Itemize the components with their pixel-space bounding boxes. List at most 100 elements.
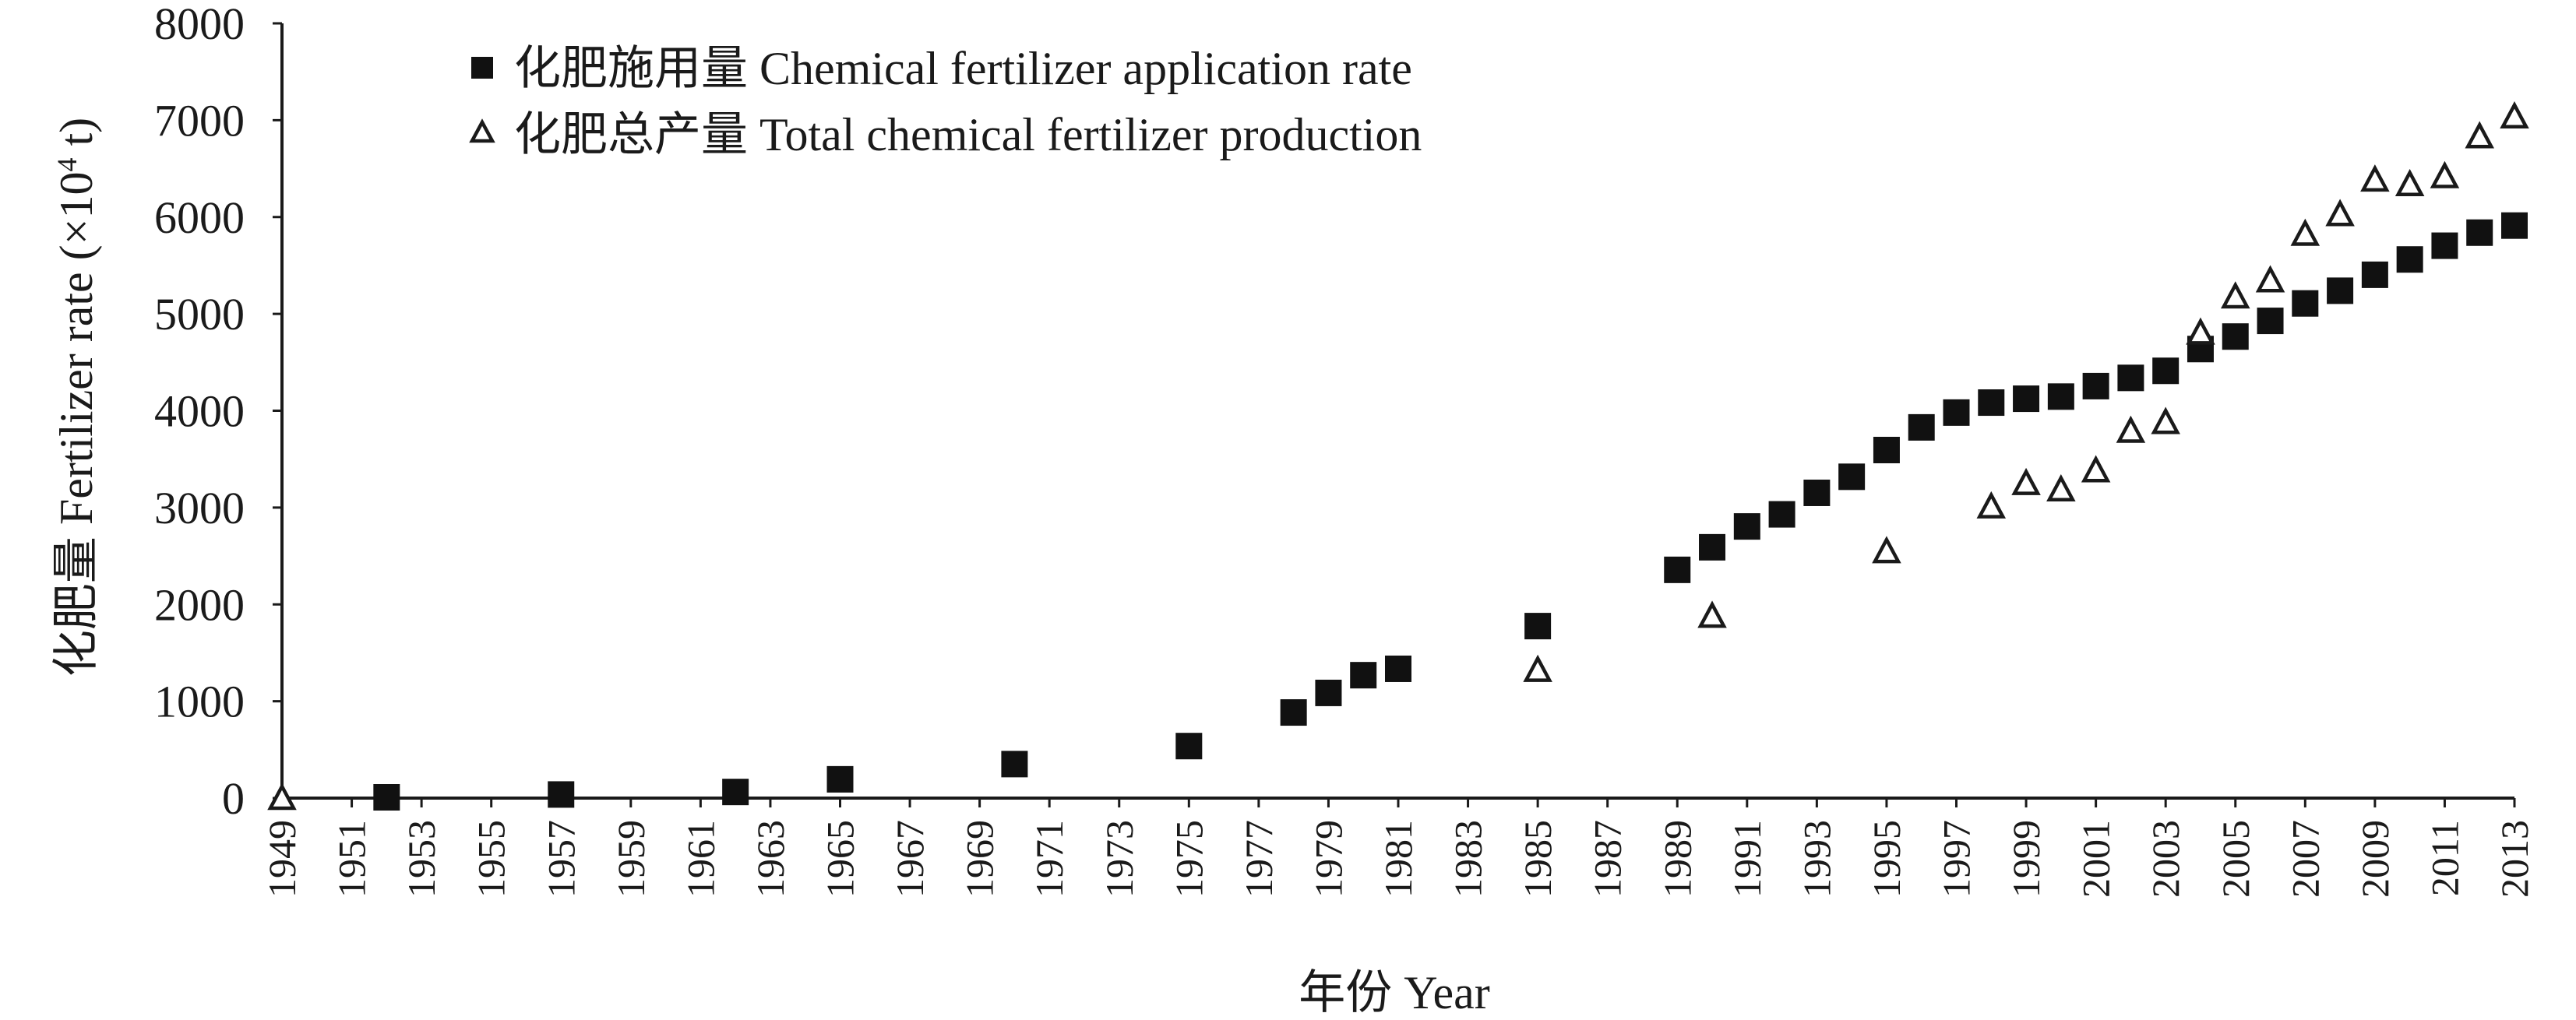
data-point-total-production (2116, 415, 2146, 443)
data-point-application-rate (1699, 533, 1726, 561)
x-tick-label: 2013 (2493, 820, 2536, 898)
data-point-total-production (2360, 164, 2390, 192)
data-point-application-rate (2466, 219, 2493, 246)
data-point-application-rate (2082, 372, 2109, 399)
x-tick-label: 1969 (958, 820, 1002, 898)
series-application-rate (373, 212, 2528, 811)
legend-marker-total-production (469, 118, 495, 143)
data-point-application-rate (1315, 679, 1342, 706)
legend-label-application-rate: 化肥施用量 Chemical fertilizer application ra… (514, 43, 1412, 94)
y-tick-label: 5000 (154, 289, 245, 339)
data-point-total-production (2151, 406, 2180, 434)
y-tick-label: 6000 (154, 192, 245, 243)
data-point-application-rate (2361, 261, 2388, 288)
data-point-total-production (1872, 536, 1901, 564)
x-tick-label: 1963 (749, 820, 792, 898)
x-tick-label: 1977 (1237, 820, 1281, 898)
y-tick-label: 8000 (154, 0, 245, 49)
x-axis-ticks: 1949 1951 1953 1955 1957 1959 1961 1963 1965 1967… (260, 798, 2536, 898)
data-point-total-production (2220, 281, 2250, 309)
y-axis-title-main: 化肥量 Fertilizer rate (×10 (51, 172, 102, 677)
data-point-total-production (2186, 317, 2215, 345)
y-tick-label: 0 (222, 773, 245, 824)
data-point-application-rate (1803, 479, 1831, 506)
y-tick-label: 3000 (154, 483, 245, 533)
x-tick-label: 1973 (1098, 820, 1141, 898)
y-axis-ticks: 0 1000 2000 3000 4000 5000 6000 7000 8000 (154, 0, 282, 824)
x-tick-label: 1951 (330, 820, 374, 898)
axes (280, 23, 2514, 800)
x-tick-label: 1961 (678, 820, 722, 898)
series-layer (267, 101, 2529, 811)
data-point-total-production (2395, 168, 2425, 196)
data-point-application-rate (1978, 389, 2005, 417)
data-point-application-rate (1280, 699, 1307, 726)
x-tick-label: 1989 (1655, 820, 1699, 898)
data-point-total-production (2465, 121, 2494, 149)
data-point-application-rate (826, 765, 854, 793)
data-point-application-rate (1001, 751, 1028, 778)
data-point-total-production (1697, 600, 1727, 628)
series-total-production (267, 101, 2529, 811)
data-point-application-rate (1943, 399, 1970, 426)
data-point-application-rate (722, 779, 749, 806)
data-point-application-rate (2327, 277, 2354, 304)
x-tick-label: 1953 (400, 820, 443, 898)
y-axis-title-unit: t) (51, 118, 102, 158)
data-point-total-production (2500, 101, 2529, 129)
data-point-total-production (2081, 455, 2111, 483)
y-tick-label: 2000 (154, 579, 245, 630)
data-point-application-rate (373, 784, 400, 811)
x-tick-label: 1985 (1516, 820, 1559, 898)
data-point-application-rate (1385, 655, 1411, 682)
x-tick-label: 1959 (609, 820, 653, 898)
x-axis-title: 年份 Year (1299, 967, 1490, 1018)
data-point-total-production (267, 783, 297, 811)
x-tick-label: 1955 (470, 820, 513, 898)
data-point-application-rate (1664, 556, 1691, 583)
data-point-application-rate (2257, 308, 2284, 335)
data-point-application-rate (2431, 232, 2458, 259)
x-tick-label: 2007 (2283, 820, 2327, 898)
y-axis-title-exponent: 4 (51, 158, 83, 172)
x-tick-label: 1993 (1795, 820, 1838, 898)
y-tick-label: 4000 (154, 386, 245, 437)
x-tick-label: 2009 (2353, 820, 2397, 898)
x-tick-label: 1975 (1167, 820, 1210, 898)
data-point-total-production (2011, 467, 2041, 495)
data-point-application-rate (1350, 662, 1377, 689)
x-tick-label: 1987 (1586, 820, 1630, 898)
x-tick-label: 2003 (2144, 820, 2187, 898)
x-tick-label: 1983 (1447, 820, 1490, 898)
data-point-total-production (2046, 473, 2076, 501)
data-point-application-rate (2013, 385, 2040, 413)
x-tick-label: 1957 (539, 820, 583, 898)
legend-marker-application-rate (471, 57, 493, 79)
data-point-application-rate (2292, 290, 2319, 317)
x-tick-label: 1991 (1725, 820, 1769, 898)
x-tick-label: 1965 (819, 820, 862, 898)
x-tick-label: 1949 (260, 820, 304, 898)
x-tick-label: 1967 (888, 820, 932, 898)
x-tick-label: 1979 (1306, 820, 1350, 898)
data-point-application-rate (2501, 212, 2528, 239)
data-point-total-production (2255, 265, 2285, 293)
data-point-application-rate (2047, 383, 2074, 410)
data-point-application-rate (1768, 501, 1795, 528)
data-point-application-rate (1175, 733, 1203, 760)
data-point-application-rate (1733, 513, 1760, 540)
data-point-application-rate (1873, 436, 1900, 463)
x-tick-label: 1971 (1027, 820, 1071, 898)
data-point-application-rate (2152, 357, 2180, 385)
x-tick-label: 1997 (1935, 820, 1979, 898)
x-tick-label: 1995 (1865, 820, 1908, 898)
legend-label-total-production: 化肥总产量 Total chemical fertilizer producti… (514, 109, 1422, 160)
x-tick-label: 2001 (2074, 820, 2118, 898)
data-point-application-rate (1524, 613, 1552, 640)
y-axis-title: 化肥量 Fertilizer rate (×104 t) (51, 118, 102, 677)
data-point-total-production (1976, 491, 2007, 519)
data-point-total-production (2290, 218, 2321, 246)
data-point-application-rate (1908, 413, 1935, 441)
legend: 化肥施用量 Chemical fertilizer application ra… (469, 43, 1422, 160)
